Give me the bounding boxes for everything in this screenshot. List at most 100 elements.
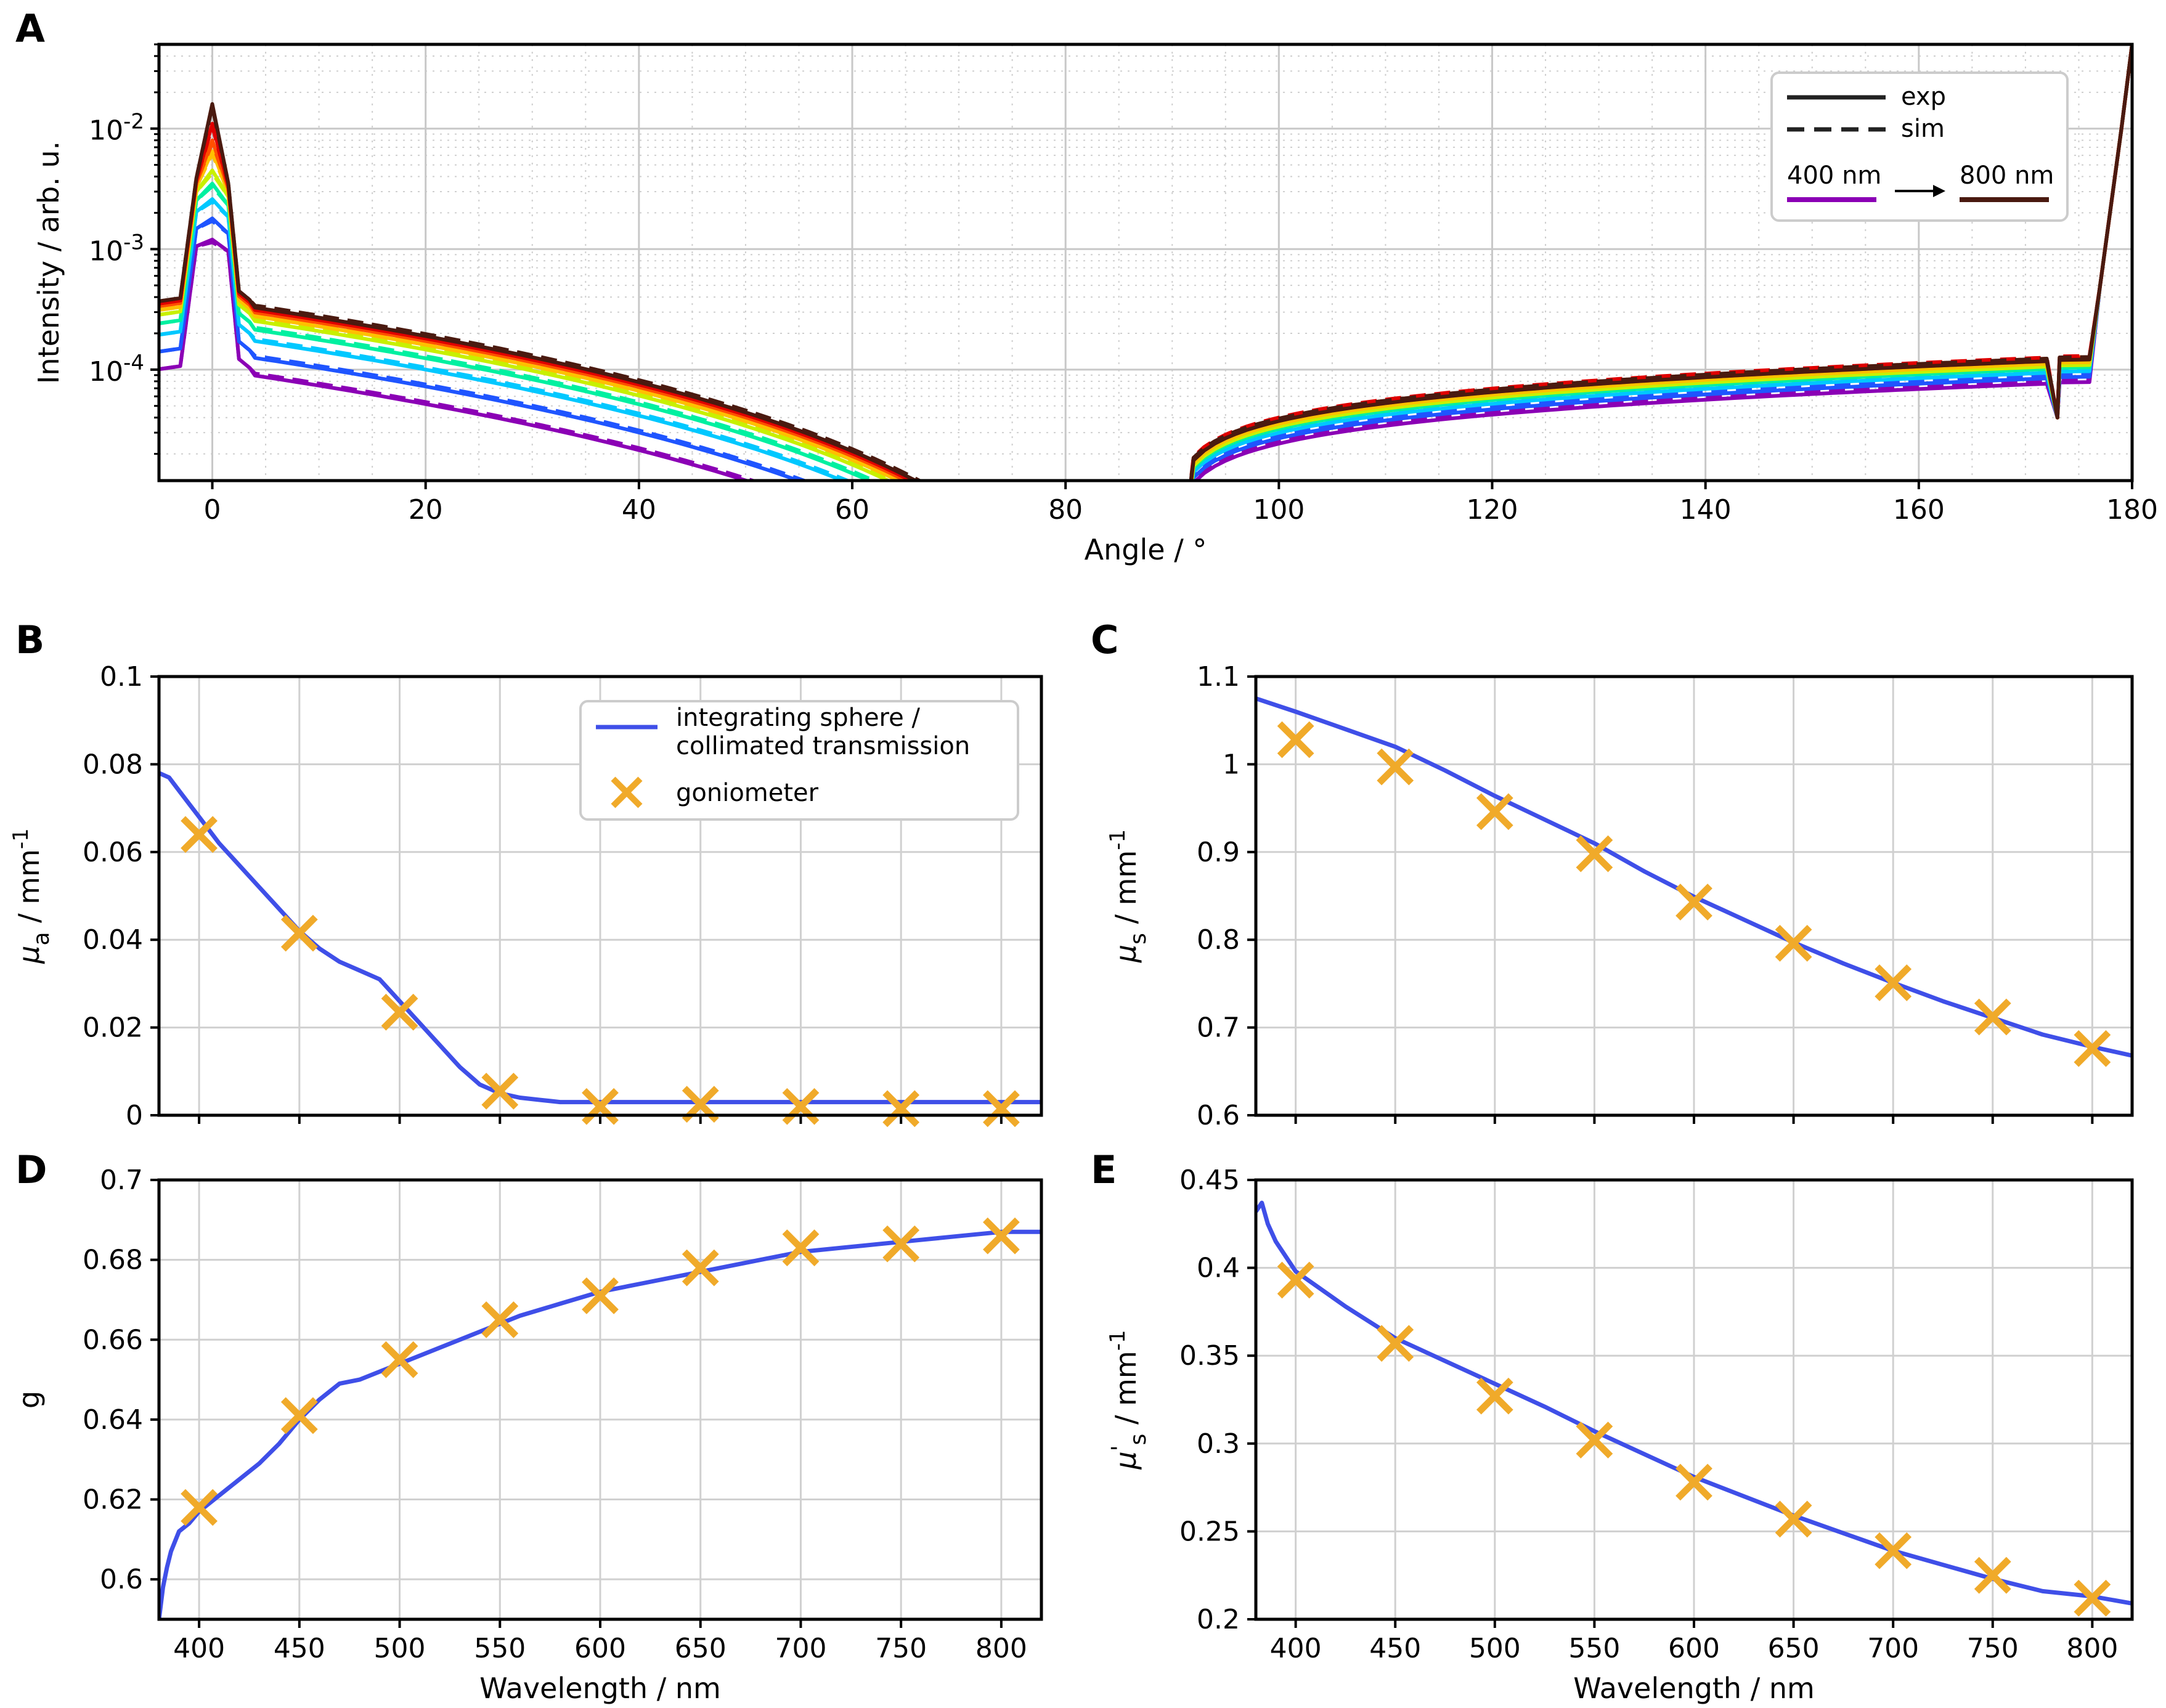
goniometer-marker <box>1377 748 1414 786</box>
legend: integrating sphere /collimated transmiss… <box>579 700 1019 821</box>
panel-e-reduced-scattering: 400 450 500 550 600 650 700 750 800 0.2 0.25 0.3 0.3… <box>1105 1165 2134 1705</box>
plot-frame <box>157 43 2134 482</box>
x-tick-label: 650 <box>1768 1633 1820 1664</box>
goniometer-marker <box>280 1397 318 1434</box>
panel-letter-e: E <box>1091 1147 1117 1192</box>
x-tick-label: 40 <box>622 494 656 526</box>
goniometer-marker <box>1277 721 1314 758</box>
goniometer-marker <box>1377 1325 1414 1362</box>
x-tick-label: 140 <box>1680 494 1732 526</box>
panel-c-scattering-coefficient: 0.6 0.7 0.8 0.9 1 1.1 μs / mm-1 <box>1105 661 2134 1131</box>
legend: exp sim 400 nm 800 nm <box>1770 71 2069 222</box>
x-tick-label: 20 <box>409 494 443 526</box>
goniometer-marker <box>481 1301 519 1338</box>
x-tick-label: 400 <box>173 1633 225 1664</box>
x-tick-label: 700 <box>775 1633 826 1664</box>
x-tick-label: 750 <box>875 1633 927 1664</box>
y-tick-label: 0.1 <box>100 661 143 693</box>
sim-curve-800nm <box>159 44 2132 481</box>
x-tick-label: 650 <box>675 1633 727 1664</box>
sim-curve-450nm <box>159 44 2132 481</box>
y-tick-label: 1.1 <box>1197 661 1240 693</box>
panel-a-intensity-vs-angle: 0 20 40 60 80 100 120 140 160 180 10-2 10-3 10-4 Angl… <box>32 43 2158 566</box>
exp-curve-550nm <box>159 44 2132 481</box>
goniometer-marker <box>1775 1500 1812 1538</box>
series-line-measured <box>159 771 1041 1105</box>
goniometer-marker <box>882 1090 920 1128</box>
exp-curve-600nm <box>159 44 2132 481</box>
goniometer-marker <box>582 1088 619 1125</box>
x-tick-label: 120 <box>1467 494 1518 526</box>
goniometer-marker <box>1875 1532 1912 1569</box>
exp-curve-650nm <box>159 44 2132 481</box>
goniometer-marker <box>1675 1463 1712 1501</box>
goniometer-marker <box>1476 1377 1513 1415</box>
y-tick-label: 0.68 <box>83 1245 143 1276</box>
y-tick-label: 0.3 <box>1197 1428 1240 1460</box>
goniometer-marker <box>582 1277 619 1314</box>
sim-curve-750nm <box>159 44 2132 481</box>
y-tick-label: 0 <box>126 1100 143 1131</box>
x-tick-label: 700 <box>1867 1633 1919 1664</box>
legend-line-label-cont: collimated transmission <box>676 732 970 760</box>
x-tick-label: 800 <box>975 1633 1027 1664</box>
y-tick-label: 0.35 <box>1179 1340 1240 1372</box>
goniometer-marker <box>682 1249 719 1287</box>
y-tick-label: 0.02 <box>83 1012 143 1044</box>
legend-box <box>579 700 1019 821</box>
sim-curve-400nm <box>159 44 2132 481</box>
y-axis-label: μa / mm-1 <box>9 828 54 964</box>
goniometer-marker <box>782 1229 820 1267</box>
x-tick-label: 80 <box>1048 494 1083 526</box>
goniometer-marker <box>1875 964 1912 1001</box>
x-tick-label: 180 <box>2106 494 2158 526</box>
y-tick-label: 0.7 <box>1197 1012 1240 1044</box>
x-axis-label: Angle / ° <box>1085 533 1207 566</box>
x-tick-label: 550 <box>1568 1633 1620 1664</box>
y-tick-label: 0.6 <box>100 1564 143 1595</box>
legend-marker-label: goniometer <box>676 779 819 807</box>
x-tick-label: 400 <box>1270 1633 1322 1664</box>
plot-frame <box>1254 1178 2134 1621</box>
plot-frame <box>157 1178 1043 1621</box>
goniometer-marker <box>983 1217 1020 1255</box>
x-tick-label: 600 <box>1668 1633 1720 1664</box>
y-tick-label: 0.06 <box>83 837 143 868</box>
y-axis-label: μ's / mm-1 <box>1105 1330 1151 1470</box>
panel-letter-a: A <box>15 6 45 51</box>
y-tick-label: 0.62 <box>83 1484 143 1516</box>
x-tick-label: 100 <box>1253 494 1305 526</box>
y-tick-label: 0.4 <box>1197 1253 1240 1284</box>
goniometer-marker <box>882 1225 920 1263</box>
goniometer-marker <box>1476 793 1513 831</box>
goniometer-marker <box>2074 1579 2111 1617</box>
x-tick-label: 500 <box>374 1633 426 1664</box>
y-axis-label: μs / mm-1 <box>1105 829 1151 963</box>
panel-d-anisotropy-g: 400 450 500 550 600 650 700 750 800 0.6 0.62 0.64 0.… <box>12 1165 1043 1705</box>
legend-box <box>1770 71 2069 222</box>
x-tick-label: 800 <box>2066 1633 2118 1664</box>
x-tick-label: 450 <box>1369 1633 1421 1664</box>
exp-curve-450nm <box>159 44 2132 481</box>
x-axis-label: Wavelength / nm <box>1573 1672 1815 1705</box>
plot-frame <box>1254 675 2134 1117</box>
exp-curve-500nm <box>159 44 2132 481</box>
x-axis-label: Wavelength / nm <box>479 1672 721 1705</box>
goniometer-marker <box>782 1088 820 1125</box>
x-tick-label: 0 <box>204 494 221 526</box>
y-tick-label: 0.25 <box>1179 1516 1240 1547</box>
y-axis-label: Intensity / arb. u. <box>32 141 65 384</box>
goniometer-marker <box>1775 925 1812 962</box>
y-tick-label: 0.6 <box>1197 1100 1240 1131</box>
x-tick-label: 550 <box>474 1633 526 1664</box>
y-tick-label: 0.8 <box>1197 924 1240 956</box>
y-tick-label: 1 <box>1223 749 1240 780</box>
legend-range-end-label: 800 nm <box>1960 161 2054 190</box>
y-tick-label: 0.7 <box>100 1165 143 1196</box>
y-tick-label: 10-2 <box>89 110 144 147</box>
panel-letter-d: D <box>15 1147 47 1192</box>
goniometer-marker <box>181 1489 218 1526</box>
y-tick-label: 0.04 <box>83 924 143 956</box>
y-tick-label: 0.9 <box>1197 837 1240 868</box>
